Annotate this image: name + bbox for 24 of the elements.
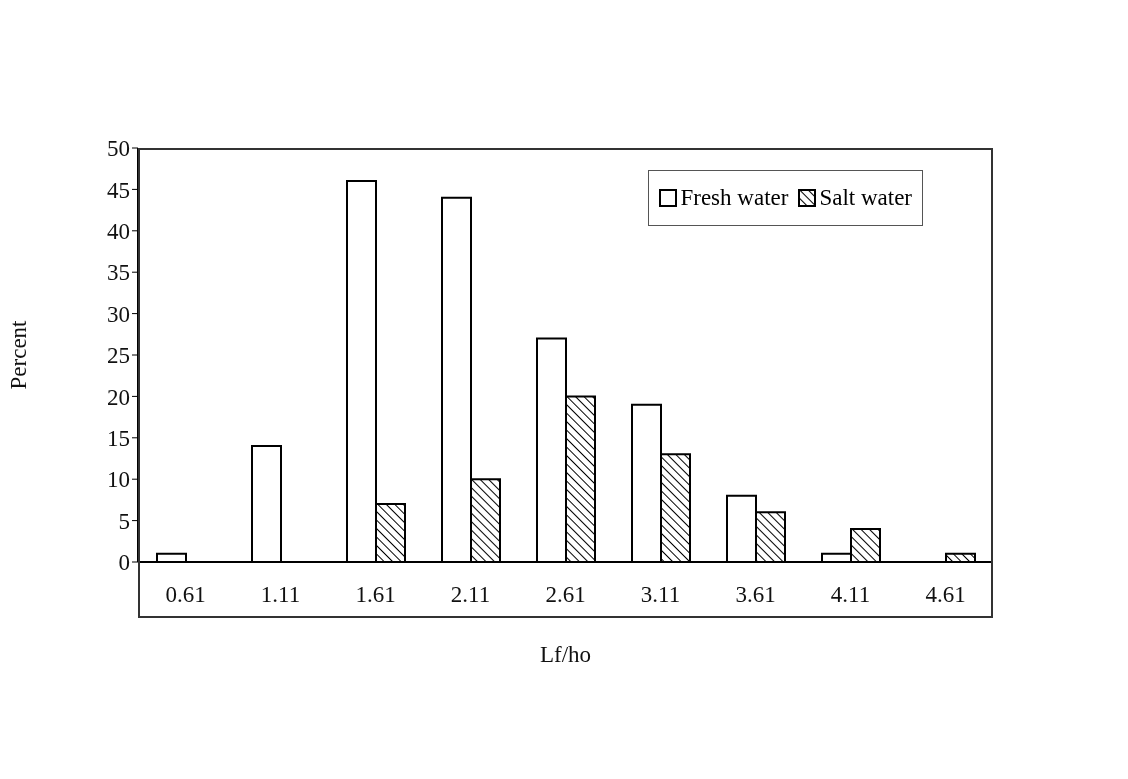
- y-tick-label: 35: [107, 260, 130, 286]
- y-tick-label: 25: [107, 343, 130, 369]
- y-tick-label: 5: [118, 508, 130, 534]
- y-axis-title: Percent: [6, 319, 32, 390]
- legend-label: Fresh water: [679, 185, 789, 211]
- y-tick-label: 45: [107, 177, 130, 203]
- y-tick-label: 15: [107, 425, 130, 451]
- y-tick-label: 20: [107, 384, 130, 410]
- y-tick-label: 50: [107, 136, 130, 162]
- x-tick-label: 1.61: [355, 582, 396, 608]
- x-tick-label: 4.61: [925, 582, 966, 608]
- x-tick-label: 4.11: [830, 582, 871, 608]
- legend-label: Salt water: [818, 185, 912, 211]
- x-tick-label: 2.11: [450, 582, 491, 608]
- x-tick-label: 2.61: [545, 582, 586, 608]
- x-axis-title: Lf/ho: [539, 642, 592, 667]
- x-tick-label: 1.11: [260, 582, 301, 608]
- y-tick-label: 40: [107, 218, 130, 244]
- x-tick-label: 3.11: [640, 582, 681, 608]
- y-tick-label: 0: [118, 550, 130, 576]
- x-tick-label: 3.61: [735, 582, 776, 608]
- y-tick-label: 10: [107, 467, 130, 493]
- x-tick-label: 0.61: [165, 582, 206, 608]
- y-tick-label: 30: [107, 301, 130, 327]
